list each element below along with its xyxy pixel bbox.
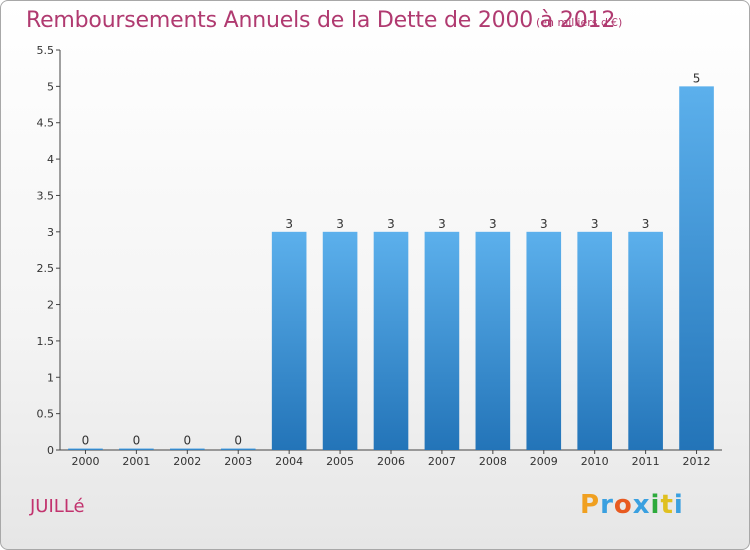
bar: [322, 231, 358, 450]
x-tick-label: 2005: [326, 455, 354, 468]
x-tick-label: 2004: [275, 455, 303, 468]
logo-letter: r: [600, 490, 614, 520]
logo-letter: i: [650, 490, 661, 520]
logo-letter: o: [613, 490, 633, 520]
commune-name: JUILLé: [30, 496, 85, 517]
bar: [373, 231, 409, 450]
bar: [679, 86, 714, 450]
bar: [220, 448, 256, 450]
bar: [424, 231, 460, 450]
x-tick-label: 2011: [632, 455, 660, 468]
data-label: 3: [387, 217, 395, 231]
y-tick-label: 4.5: [37, 117, 55, 130]
x-tick-label: 2001: [122, 455, 150, 468]
bar: [271, 231, 307, 450]
bar: [475, 231, 511, 450]
bar: [68, 448, 103, 450]
y-tick-label: 5: [47, 80, 54, 93]
data-label: 3: [489, 217, 497, 231]
x-tick-label: 2012: [683, 455, 711, 468]
x-tick-label: 2008: [479, 455, 507, 468]
y-tick-label: 4: [47, 153, 54, 166]
data-label: 3: [642, 217, 650, 231]
bar: [526, 231, 562, 450]
data-label: 3: [336, 217, 344, 231]
data-label: 0: [183, 434, 191, 448]
data-label: 3: [540, 217, 548, 231]
y-tick-label: 3.5: [37, 189, 55, 202]
y-tick-label: 1: [47, 371, 54, 384]
x-tick-label: 2003: [224, 455, 252, 468]
data-label: 3: [285, 217, 293, 231]
logo-letter: x: [632, 490, 651, 520]
x-tick-label: 2006: [377, 455, 405, 468]
data-label: 3: [438, 217, 446, 231]
y-tick-label: 2.5: [37, 262, 55, 275]
y-tick-label: 1.5: [37, 335, 55, 348]
y-tick-label: 5.5: [37, 44, 55, 57]
x-tick-label: 2000: [71, 455, 99, 468]
data-label: 0: [234, 434, 242, 448]
y-tick-label: 0.5: [37, 408, 55, 421]
chart-title: Remboursements Annuels de la Dette de 20…: [26, 8, 616, 33]
data-label: 5: [693, 71, 701, 85]
y-tick-label: 2: [47, 299, 54, 312]
bar: [119, 448, 154, 450]
proxiti-logo: Proxiti: [580, 490, 684, 520]
logo-letter: P: [580, 490, 601, 520]
logo-letter: t: [660, 490, 674, 520]
data-label: 3: [591, 217, 599, 231]
bar: [577, 231, 613, 450]
bar: [628, 231, 663, 450]
chart-subtitle: (en milliers d'€): [536, 16, 623, 29]
bar: [169, 448, 205, 450]
y-tick-label: 3: [47, 226, 54, 239]
x-tick-label: 2002: [173, 455, 201, 468]
data-label: 0: [82, 434, 90, 448]
x-tick-label: 2010: [581, 455, 609, 468]
x-tick-label: 2007: [428, 455, 456, 468]
x-tick-label: 2009: [530, 455, 558, 468]
data-label: 0: [133, 434, 141, 448]
y-tick-label: 0: [47, 444, 54, 457]
logo-letter: i: [673, 490, 684, 520]
